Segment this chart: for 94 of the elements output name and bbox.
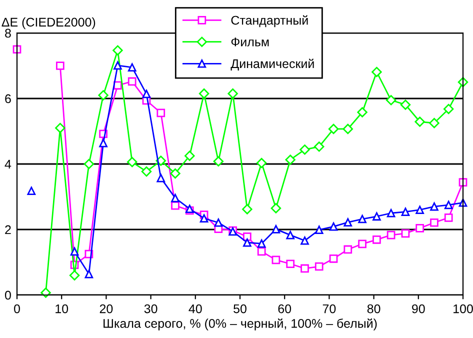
point (386, 230, 396, 240)
point (401, 208, 410, 216)
point (257, 239, 266, 248)
point (300, 236, 309, 245)
point (329, 254, 338, 263)
point (300, 264, 309, 273)
point (314, 142, 324, 152)
point (458, 198, 468, 207)
point (400, 100, 411, 110)
x-tick-label: 60 (278, 304, 292, 314)
point (372, 66, 382, 78)
point (372, 212, 381, 221)
point (256, 158, 267, 168)
point (242, 204, 252, 214)
point (127, 156, 138, 168)
x-axis-title: Шкала серого, % (0% – черный, 100% – белый) (104, 318, 377, 330)
point (128, 63, 136, 72)
point (328, 124, 339, 134)
point (171, 201, 180, 210)
point (84, 158, 94, 170)
point (430, 218, 438, 227)
point (342, 124, 353, 134)
point (243, 232, 252, 241)
legend-label: Стандартный (231, 15, 308, 28)
y-tick-label: 6 (5, 94, 11, 104)
point (128, 77, 136, 86)
point (344, 245, 352, 254)
point (213, 156, 224, 166)
point (142, 90, 151, 98)
point (156, 108, 166, 118)
point (200, 214, 208, 223)
y-tick-label: 2 (5, 225, 11, 234)
point (358, 240, 366, 248)
legend-label: Динамический (230, 58, 314, 70)
point (70, 247, 79, 256)
point (329, 222, 338, 231)
x-tick-label: 90 (412, 304, 425, 314)
point (444, 200, 453, 210)
x-tick-label: 100 (454, 304, 473, 314)
point (443, 104, 454, 114)
point (184, 150, 195, 161)
point (286, 230, 295, 240)
point (386, 95, 396, 106)
point (430, 202, 438, 211)
point (84, 270, 94, 278)
point (314, 262, 324, 271)
y-tick-label: 0 (4, 290, 11, 300)
point (170, 168, 180, 179)
point (414, 116, 425, 127)
x-tick-label: 50 (234, 304, 246, 314)
point (357, 107, 368, 118)
point (114, 61, 122, 70)
point (416, 206, 424, 214)
point (98, 90, 108, 100)
x-tick-label: 20 (100, 304, 113, 314)
y-tick-label: 8 (5, 28, 11, 38)
x-tick-label: 10 (56, 304, 68, 314)
point (344, 218, 352, 226)
x-tick-label: 80 (367, 304, 380, 314)
point (228, 88, 238, 99)
point (55, 122, 66, 134)
point (300, 144, 310, 155)
point (416, 224, 424, 232)
legend-label: Фильм (231, 38, 269, 46)
point (314, 226, 324, 234)
x-tick-label: 70 (322, 304, 336, 314)
point (99, 138, 108, 148)
x-tick-label: 0 (14, 304, 20, 314)
y-axis-title: ΔE (CIEDE2000) (2, 17, 96, 30)
point (270, 203, 282, 214)
point (198, 88, 210, 99)
point (272, 225, 280, 234)
point (444, 214, 453, 222)
point (27, 186, 36, 196)
point (358, 214, 366, 224)
x-tick-label: 30 (144, 304, 158, 314)
point (386, 208, 396, 218)
point (372, 235, 381, 244)
point (401, 229, 410, 238)
point (286, 260, 295, 268)
point (56, 62, 64, 70)
y-tick-label: 4 (4, 160, 12, 169)
point (429, 118, 440, 128)
point (243, 238, 252, 247)
point (69, 270, 80, 280)
point (171, 194, 180, 202)
point (257, 247, 266, 256)
x-tick-label: 40 (188, 304, 202, 314)
point (112, 45, 123, 56)
point (214, 218, 223, 227)
point (156, 174, 166, 182)
point (141, 166, 152, 177)
point (272, 256, 280, 264)
point (285, 154, 296, 165)
